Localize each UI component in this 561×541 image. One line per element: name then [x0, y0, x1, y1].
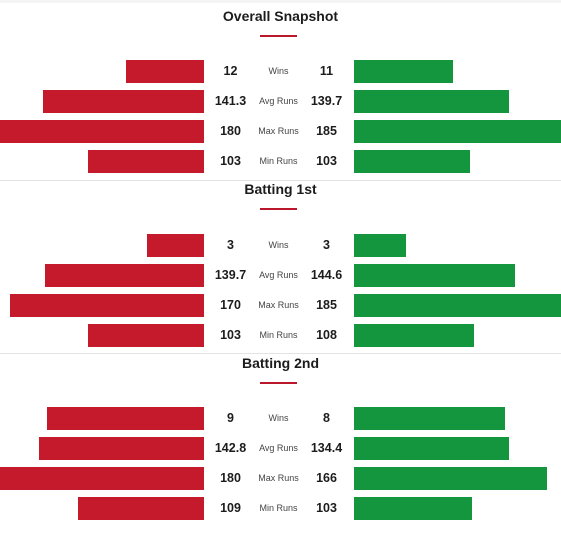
stat-row-max-runs: 170 Max Runs 185 — [0, 294, 561, 317]
top-strip — [0, 0, 561, 3]
team1-value: 103 — [220, 328, 241, 342]
stat-label: Wins — [268, 240, 289, 250]
stat-label: Min Runs — [259, 330, 298, 340]
stat-label: Avg Runs — [259, 96, 298, 106]
team2-bar — [354, 234, 406, 257]
section-title: Batting 2nd — [242, 355, 319, 371]
stat-label: Min Runs — [259, 156, 298, 166]
stat-label: Avg Runs — [259, 270, 298, 280]
team1-value: 9 — [227, 411, 234, 425]
stat-label: Max Runs — [258, 126, 299, 136]
team1-value: 109 — [220, 501, 241, 515]
team2-value: 8 — [323, 411, 330, 425]
team2-bar — [354, 437, 509, 460]
stat-row-max-runs: 180 Max Runs 166 — [0, 467, 561, 490]
title-underline — [260, 208, 297, 210]
team2-value: 134.4 — [310, 441, 343, 455]
team1-value: 180 — [220, 124, 241, 138]
team1-value: 12 — [223, 64, 238, 78]
team2-value: 108 — [316, 328, 337, 342]
team1-bar — [10, 294, 204, 317]
team1-bar — [0, 120, 204, 143]
stat-row-min-runs: 103 Min Runs 103 — [0, 150, 561, 173]
team1-bar — [78, 497, 204, 520]
team1-value: 180 — [220, 471, 241, 485]
team2-value: 185 — [316, 124, 337, 138]
section-title: Overall Snapshot — [222, 8, 339, 24]
stat-row-avg-runs: 141.3 Avg Runs 139.7 — [0, 90, 561, 113]
section-title: Batting 1st — [244, 181, 317, 197]
team1-bar — [47, 407, 204, 430]
stat-label: Wins — [268, 413, 289, 423]
stat-row-avg-runs: 139.7 Avg Runs 144.6 — [0, 264, 561, 287]
section-divider — [0, 180, 561, 181]
team1-value: 170 — [220, 298, 241, 312]
team1-bar — [43, 90, 204, 113]
team2-bar — [354, 497, 472, 520]
team1-bar — [0, 467, 204, 490]
stat-row-min-runs: 109 Min Runs 103 — [0, 497, 561, 520]
team2-value: 139.7 — [310, 94, 343, 108]
team1-bar — [147, 234, 204, 257]
team2-bar — [354, 467, 547, 490]
team2-bar — [354, 407, 505, 430]
team2-bar — [354, 90, 509, 113]
team2-value: 185 — [316, 298, 337, 312]
team2-bar — [354, 294, 561, 317]
team2-value: 11 — [319, 64, 334, 78]
stat-row-wins: 12 Wins 11 — [0, 60, 561, 83]
team2-value: 3 — [323, 238, 330, 252]
team2-bar — [354, 324, 474, 347]
team1-bar — [88, 324, 204, 347]
section-divider — [0, 353, 561, 354]
team1-value: 139.7 — [214, 268, 247, 282]
team1-value: 103 — [220, 154, 241, 168]
stat-row-wins: 3 Wins 3 — [0, 234, 561, 257]
stat-row-wins: 9 Wins 8 — [0, 407, 561, 430]
team2-value: 166 — [316, 471, 337, 485]
team2-bar — [354, 150, 470, 173]
team2-bar — [354, 264, 515, 287]
team1-value: 142.8 — [214, 441, 247, 455]
team1-bar — [88, 150, 204, 173]
team1-bar — [39, 437, 204, 460]
team2-value: 103 — [316, 501, 337, 515]
team1-bar — [126, 60, 204, 83]
stat-label: Wins — [268, 66, 289, 76]
stat-label: Avg Runs — [259, 443, 298, 453]
team1-value: 141.3 — [214, 94, 247, 108]
team2-bar — [354, 60, 453, 83]
team2-bar — [354, 120, 561, 143]
team1-bar — [45, 264, 204, 287]
team1-value: 3 — [227, 238, 234, 252]
team2-value: 103 — [316, 154, 337, 168]
title-underline — [260, 382, 297, 384]
title-underline — [260, 35, 297, 37]
stat-row-avg-runs: 142.8 Avg Runs 134.4 — [0, 437, 561, 460]
stat-label: Min Runs — [259, 503, 298, 513]
stat-row-max-runs: 180 Max Runs 185 — [0, 120, 561, 143]
team2-value: 144.6 — [310, 268, 343, 282]
stat-label: Max Runs — [258, 300, 299, 310]
stat-row-min-runs: 103 Min Runs 108 — [0, 324, 561, 347]
stat-label: Max Runs — [258, 473, 299, 483]
